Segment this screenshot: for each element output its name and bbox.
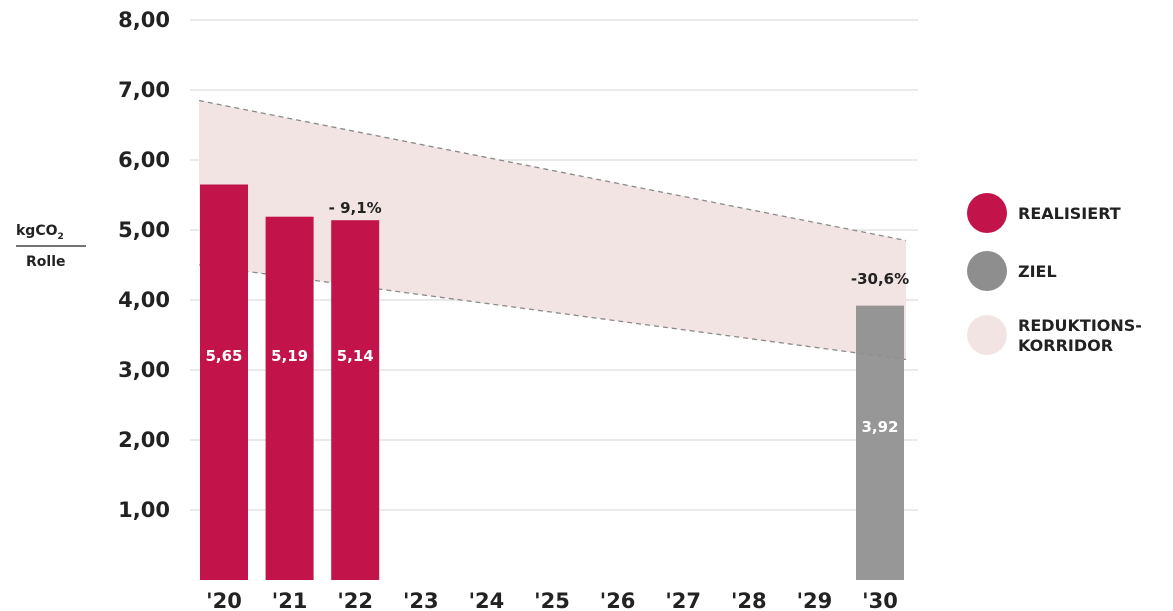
x-tick-label: '25 [534, 589, 570, 611]
bar-realisiert [200, 184, 248, 580]
y-tick-label: 4,00 [118, 288, 170, 312]
x-tick-label: '23 [403, 589, 439, 611]
y-tick-label: 7,00 [118, 78, 170, 102]
x-tick-label: '20 [206, 589, 242, 611]
x-tick-label: '27 [665, 589, 701, 611]
legend-swatch [967, 315, 1007, 355]
percent-annotation: - 9,1% [329, 199, 382, 217]
y-tick-label: 2,00 [118, 428, 170, 452]
bar-value-label: 5,19 [271, 347, 308, 365]
bar-ziel [856, 305, 904, 580]
x-tick-label: '22 [337, 589, 373, 611]
bar-realisiert [331, 220, 380, 580]
x-axis-ticks: '20 '21 '22 '23 '24 '25 '26 '27 '28 '29 '30 [206, 589, 898, 611]
y-tick-label: 5,00 [118, 218, 170, 242]
bar-realisiert [265, 216, 314, 580]
legend: REALISIERT ZIEL REDUKTIONS-KORRIDOR [967, 193, 1142, 355]
bar-value-label: 3,92 [861, 418, 898, 436]
legend-label: ZIEL [1018, 262, 1057, 281]
y-axis-ticks: 1,00 2,00 3,00 4,00 5,00 6,00 7,00 8,00 [118, 8, 170, 522]
x-tick-label: '29 [797, 589, 833, 611]
legend-label: REDUKTIONS- [1018, 316, 1142, 335]
legend-swatch [967, 251, 1007, 291]
corridor-band [199, 100, 906, 360]
legend-label: KORRIDOR [1018, 336, 1113, 355]
unit-denominator: Rolle [26, 254, 66, 270]
reduction-corridor [198, 99, 907, 361]
corridor-upper-line [198, 99, 907, 242]
percent-annotation: -30,6% [851, 270, 909, 288]
bar-value-label: 5,14 [337, 347, 374, 365]
corridor-lower-line [198, 264, 907, 361]
x-tick-label: '26 [600, 589, 636, 611]
y-tick-label: 3,00 [118, 358, 170, 382]
y-tick-label: 6,00 [118, 148, 170, 172]
x-tick-label: '24 [469, 589, 505, 611]
annotations: - 9,1% -30,6% [329, 199, 909, 288]
y-axis-unit: kgCO2 Rolle [16, 223, 86, 270]
bar-value-label: 5,65 [205, 347, 242, 365]
x-tick-label: '30 [862, 589, 898, 611]
x-tick-label: '21 [272, 589, 308, 611]
x-tick-label: '28 [731, 589, 767, 611]
y-tick-label: 8,00 [118, 8, 170, 32]
legend-swatch [967, 193, 1007, 233]
unit-numerator: kgCO2 [16, 223, 64, 242]
y-tick-label: 1,00 [118, 498, 170, 522]
bars: 5,65 5,19 5,14 3,92 [200, 184, 904, 580]
legend-label: REALISIERT [1018, 204, 1121, 223]
